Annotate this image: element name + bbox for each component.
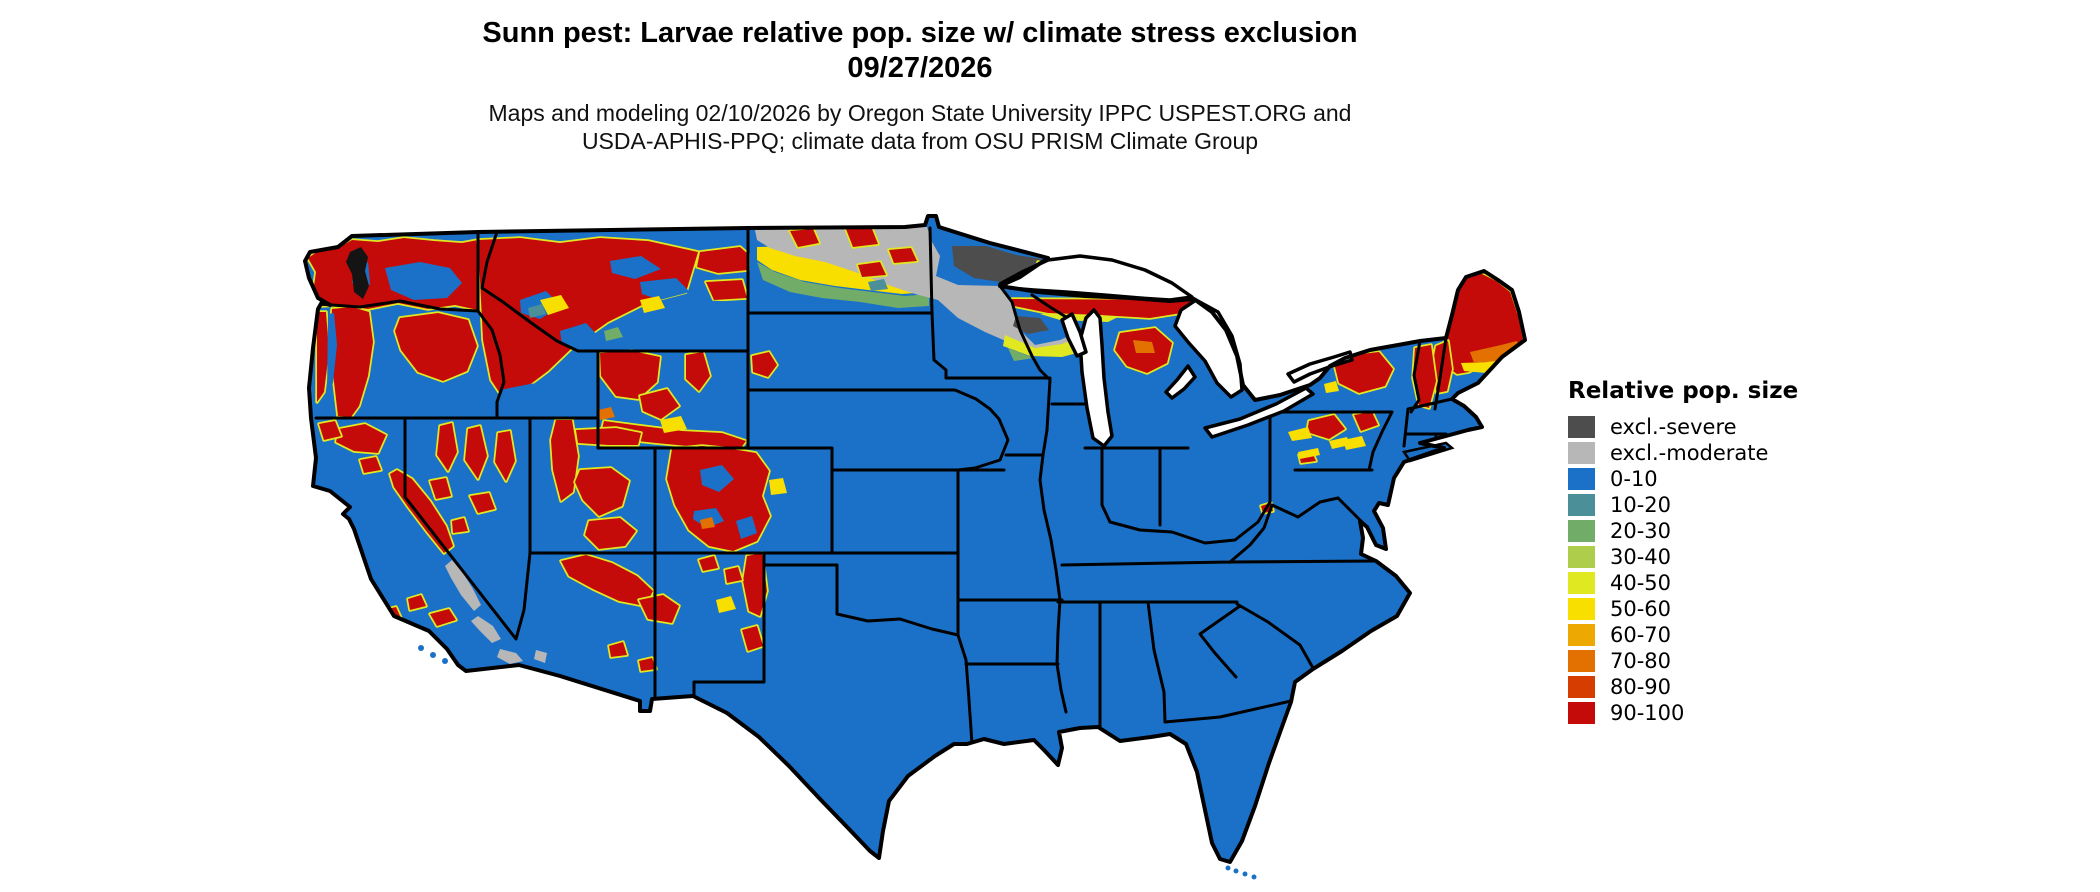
great-lakes [998,254,1354,448]
legend-label: excl.-severe [1610,415,1737,439]
lake-erie [1203,386,1315,439]
accent-70-80-layer [598,340,1520,529]
state-borders [314,226,1454,746]
legend-label: 40-50 [1610,571,1672,595]
legend-swatch-50-60 [1568,598,1595,620]
puget-sound [346,247,369,299]
legend-title: Relative pop. size [1568,378,1799,404]
lake-huron [1173,298,1244,399]
map-header: Sunn pest: Larvae relative pop. size w/ … [270,16,1570,155]
legend-row: 60-70 [1568,623,1868,647]
legend-swatch-0-10 [1568,468,1595,490]
legend-label: 50-60 [1610,597,1672,621]
legend-row: excl.-severe [1568,415,1868,439]
legend-row: 40-50 [1568,571,1868,595]
legend-row: 0-10 [1568,467,1868,491]
legend-label: 30-40 [1610,545,1672,569]
accent-10-20-layer [528,279,888,318]
legend-row: 50-60 [1568,597,1868,621]
legend-label: 70-80 [1610,649,1672,673]
legend-row: excl.-moderate [1568,441,1868,465]
blue-basin-layer [327,256,757,539]
map-title-date: 09/27/2026 [847,52,993,84]
green-bay [1060,312,1088,358]
excl-moderate-layer [445,227,1090,664]
legend-swatch-10-20 [1568,494,1595,516]
legend-label: excl.-moderate [1610,441,1769,465]
legend-label: 10-20 [1610,493,1672,517]
accent-50-60-layer [540,295,1509,613]
saginaw-bay [1164,364,1197,400]
legend-swatch-excl-severe [1568,416,1595,438]
legend-label: 80-90 [1610,675,1672,699]
map-legend: Relative pop. size excl.-severe excl.-mo… [1568,378,1868,728]
legend-swatch-excl-moderate [1568,442,1595,464]
us-outline [303,214,1527,864]
legend-label: 20-30 [1610,519,1672,543]
legend-row: 70-80 [1568,649,1868,673]
legend-row: 90-100 [1568,701,1868,725]
legend-label: 0-10 [1610,467,1658,491]
map-title-line1: Sunn pest: Larvae relative pop. size w/ … [482,17,1358,49]
lake-michigan [1078,308,1114,448]
legend-label: 90-100 [1610,701,1685,725]
map-subtitle-line1: Maps and modeling 02/10/2026 by Oregon S… [488,100,1352,126]
us-risk-map [303,214,1527,880]
legend-row: 80-90 [1568,675,1868,699]
map-subtitle: Maps and modeling 02/10/2026 by Oregon S… [270,99,1570,155]
legend-label: 60-70 [1610,623,1672,647]
lake-ontario [1286,350,1354,384]
map-subtitle-line2: USDA-APHIS-PPQ; climate data from OSU PR… [581,128,1259,154]
map-body [305,216,1525,862]
legend-swatch-90-100 [1568,702,1595,724]
legend-row: 20-30 [1568,519,1868,543]
legend-row: 10-20 [1568,493,1868,517]
map-title: Sunn pest: Larvae relative pop. size w/ … [270,16,1570,86]
legend-swatch-40-50 [1568,572,1595,594]
legend-swatch-20-30 [1568,520,1595,542]
legend-row: 30-40 [1568,545,1868,569]
legend-swatch-60-70 [1568,624,1595,646]
legend-swatch-70-80 [1568,650,1595,672]
legend-swatch-80-90 [1568,676,1595,698]
legend-swatch-30-40 [1568,546,1595,568]
